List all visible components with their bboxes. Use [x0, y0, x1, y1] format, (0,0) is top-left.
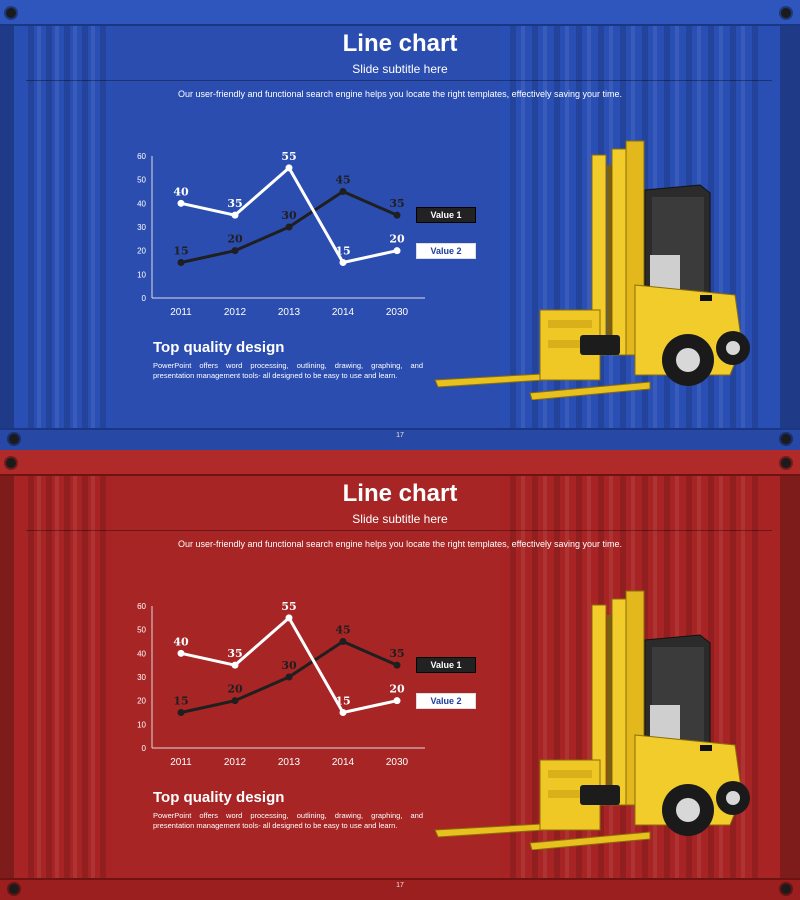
- slide-description: Our user-friendly and functional search …: [177, 539, 623, 549]
- page-number: 17: [396, 432, 404, 439]
- legend-value-1: Value 1: [416, 207, 476, 223]
- slide-title: Line chart: [342, 30, 458, 57]
- top-rail: [0, 0, 800, 26]
- bolt-icon: [781, 8, 791, 18]
- forklift-image: [434, 140, 750, 400]
- header-divider: [26, 80, 772, 81]
- legend-value-1: Value 1: [416, 657, 476, 673]
- slide-red: Line chart Slide subtitle here Our user-…: [0, 450, 800, 900]
- bottom-rail: [0, 878, 800, 900]
- header-divider: [26, 530, 772, 531]
- slide-description: Our user-friendly and functional search …: [177, 89, 623, 99]
- section-body: PowerPoint offers word processing, outli…: [153, 811, 423, 830]
- legend-value-2: Value 2: [416, 243, 476, 259]
- bolt-icon: [6, 8, 16, 18]
- forklift-image: [434, 590, 750, 850]
- slide-subtitle: Slide subtitle here: [352, 512, 448, 526]
- page-number: 17: [396, 882, 404, 889]
- bolt-icon: [781, 434, 791, 444]
- bottom-rail: [0, 428, 800, 450]
- legend-value-2: Value 2: [416, 693, 476, 709]
- top-rail: [0, 450, 800, 476]
- bolt-icon: [781, 884, 791, 894]
- slide-blue: Line chart Slide subtitle here Our user-…: [0, 0, 800, 450]
- section-title: Top quality design: [153, 339, 285, 356]
- slide-title: Line chart: [342, 480, 458, 507]
- bolt-icon: [781, 458, 791, 468]
- bolt-icon: [6, 458, 16, 468]
- slide-subtitle: Slide subtitle here: [352, 62, 448, 76]
- section-body: PowerPoint offers word processing, outli…: [153, 361, 423, 380]
- bolt-icon: [9, 434, 19, 444]
- bolt-icon: [9, 884, 19, 894]
- section-title: Top quality design: [153, 789, 285, 806]
